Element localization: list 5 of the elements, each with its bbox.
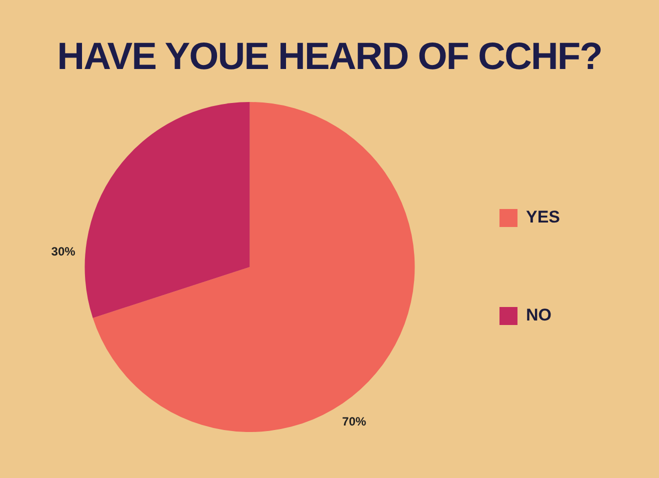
chart-title: HAVE YOUE HEARD OF CCHF? (56, 35, 603, 78)
legend-label: NO (526, 306, 552, 325)
data-label: 30% (51, 244, 76, 259)
legend-label: YES (526, 208, 560, 227)
data-label: 70% (342, 414, 366, 428)
